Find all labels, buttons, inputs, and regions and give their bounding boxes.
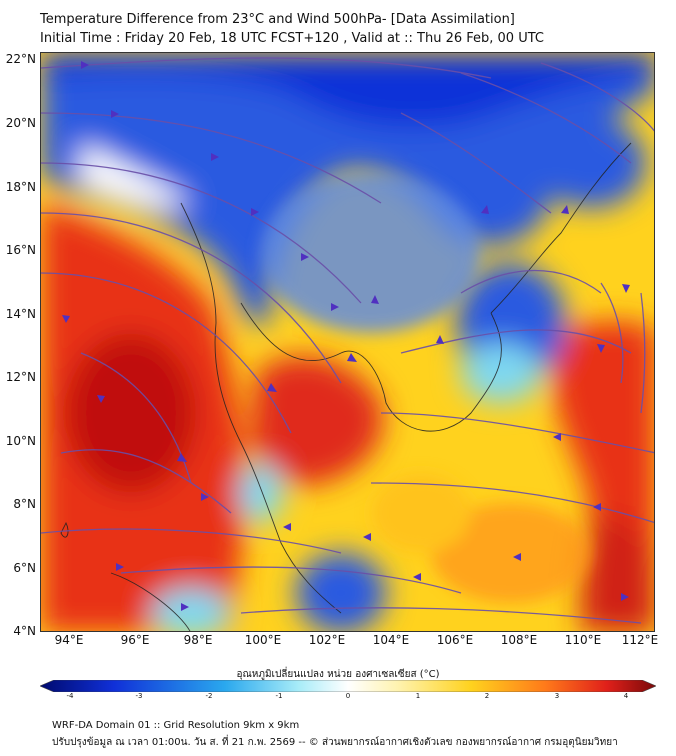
lon-label: 98°E [183,633,213,647]
map-title: Temperature Difference from 23°C and Win… [40,12,515,27]
lon-label: 96°E [120,633,150,647]
lat-label: 6°N [13,561,36,575]
lon-label: 94°E [54,633,84,647]
map-panel[interactable] [40,52,655,632]
colorbar [40,680,656,692]
colorbar-tick: 2 [484,692,490,700]
lat-label: 18°N [5,180,36,194]
lon-label: 108°E [500,633,538,647]
colorbar-tick: -1 [275,692,283,700]
footer-model-info: WRF-DA Domain 01 :: Grid Resolution 9km … [52,720,300,731]
lat-label: 10°N [5,434,36,448]
colorbar-tick: 1 [415,692,421,700]
lon-label: 100°E [244,633,282,647]
lat-label: 20°N [5,116,36,130]
lat-label: 22°N [5,52,36,66]
lon-label: 110°E [564,633,602,647]
colorbar-tick: 0 [345,692,351,700]
lat-label: 14°N [5,307,36,321]
lat-label: 4°N [13,624,36,638]
colorbar-tick: -3 [135,692,143,700]
lon-label: 104°E [372,633,410,647]
lon-label: 102°E [308,633,346,647]
lat-label: 16°N [5,243,36,257]
colorbar-tick: 3 [554,692,560,700]
lon-label: 112°E [621,633,659,647]
map-subtitle: Initial Time : Friday 20 Feb, 18 UTC FCS… [40,31,544,46]
colorbar-title: อุณหภูมิเปลี่ยนแปลง หน่วย องศาเซลเซียส (… [236,669,440,680]
colorbar-tick: -4 [66,692,74,700]
lat-label: 8°N [13,497,36,511]
footer-credit: ปรับปรุงข้อมูล ณ เวลา 01:00น. วัน ส. ที่… [52,737,618,748]
colorbar-tick: 4 [623,692,629,700]
lat-label: 12°N [5,370,36,384]
lon-label: 106°E [436,633,474,647]
temperature-field [41,53,654,631]
colorbar-tick: -2 [205,692,213,700]
